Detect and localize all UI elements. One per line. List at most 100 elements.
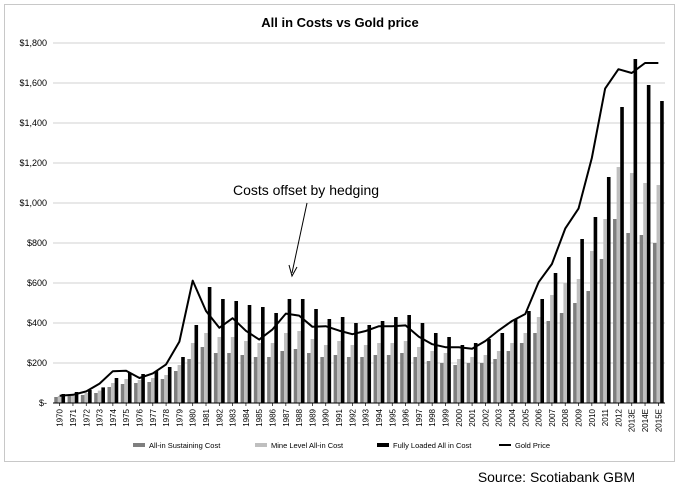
- bar-mine-level-all-in-cost: [430, 351, 434, 403]
- chart-frame: All in Costs vs Gold price $- $200 $400 $60…: [4, 4, 675, 462]
- bar-fully-loaded-all-in-cost: [646, 85, 651, 403]
- bar-fully-loaded-all-in-cost: [88, 390, 92, 403]
- bar-mine-level-all-in-cost: [616, 167, 621, 403]
- bar-all-in-sustaining-cost: [533, 333, 537, 403]
- bar-fully-loaded-all-in-cost: [527, 311, 531, 403]
- legend-swatch: [377, 443, 389, 447]
- gold-price-line-layer: [59, 62, 659, 397]
- x-tick-label: 1972: [82, 408, 91, 426]
- x-tick-label: 1996: [402, 408, 411, 426]
- x-tick-label: 1989: [308, 408, 317, 426]
- bar-fully-loaded-all-in-cost: [540, 299, 545, 403]
- x-tick-label: 1981: [202, 408, 211, 426]
- chart-title: All in Costs vs Gold price: [261, 15, 418, 30]
- annotation-text: Costs offset by hedging: [233, 182, 379, 198]
- x-tick-label: 1970: [56, 408, 65, 426]
- legend-swatch: [133, 443, 145, 447]
- bar-all-in-sustaining-cost: [466, 363, 471, 403]
- bar-all-in-sustaining-cost: [107, 387, 112, 403]
- bar-all-in-sustaining-cost: [67, 396, 72, 403]
- bar-fully-loaded-all-in-cost: [420, 323, 425, 403]
- bar-fully-loaded-all-in-cost: [181, 357, 185, 403]
- bar-all-in-sustaining-cost: [227, 353, 231, 403]
- bar-mine-level-all-in-cost: [244, 341, 248, 403]
- x-tick-label: 1983: [229, 408, 238, 426]
- bar-mine-level-all-in-cost: [496, 351, 501, 403]
- bar-all-in-sustaining-cost: [346, 357, 351, 403]
- bar-mine-level-all-in-cost: [629, 173, 634, 403]
- bar-fully-loaded-all-in-cost: [580, 239, 584, 403]
- bar-all-in-sustaining-cost: [586, 291, 591, 403]
- bar-mine-level-all-in-cost: [483, 355, 488, 403]
- y-tick-label: $1,200: [19, 158, 47, 168]
- bar-mine-level-all-in-cost: [443, 353, 448, 403]
- bar-fully-loaded-all-in-cost: [553, 273, 558, 403]
- bar-all-in-sustaining-cost: [506, 351, 511, 403]
- bar-mine-level-all-in-cost: [230, 337, 235, 403]
- bar-all-in-sustaining-cost: [320, 357, 324, 403]
- y-tick-label: $800: [27, 238, 47, 248]
- bar-fully-loaded-all-in-cost: [101, 387, 105, 403]
- x-tick-label: 1998: [428, 408, 437, 426]
- x-tick-label: 2013E: [628, 409, 637, 432]
- bar-mine-level-all-in-cost: [137, 380, 142, 403]
- x-tick-label: 1984: [242, 408, 251, 426]
- x-tick-label: 1971: [69, 408, 78, 426]
- bar-mine-level-all-in-cost: [217, 337, 222, 403]
- x-tick-label: 1991: [335, 408, 344, 426]
- gold-price-line: [59, 62, 659, 397]
- x-tick-label: 1995: [388, 408, 397, 426]
- x-tick-label: 2008: [561, 408, 570, 426]
- x-tick-label: 1997: [415, 408, 424, 426]
- x-tick-label: 1987: [282, 408, 291, 426]
- bar-all-in-sustaining-cost: [293, 349, 298, 403]
- bar-all-in-sustaining-cost: [519, 343, 524, 403]
- bar-fully-loaded-all-in-cost: [247, 305, 252, 403]
- bar-fully-loaded-all-in-cost: [300, 299, 305, 403]
- x-tick-label: 1993: [362, 408, 371, 426]
- x-tick-label: 2004: [508, 408, 517, 426]
- bar-all-in-sustaining-cost: [267, 357, 271, 403]
- y-tick-label: $1,000: [19, 198, 47, 208]
- bar-mine-level-all-in-cost: [310, 339, 315, 403]
- bar-all-in-sustaining-cost: [307, 353, 311, 403]
- y-tick-label: $600: [27, 278, 47, 288]
- bar-fully-loaded-all-in-cost: [447, 337, 451, 403]
- bar-all-in-sustaining-cost: [453, 365, 457, 403]
- x-tick-label: 2000: [455, 408, 464, 426]
- bar-mine-level-all-in-cost: [377, 343, 381, 403]
- bar-mine-level-all-in-cost: [204, 333, 208, 403]
- bar-layer: [54, 59, 664, 403]
- bar-fully-loaded-all-in-cost: [141, 374, 145, 403]
- bar-fully-loaded-all-in-cost: [354, 323, 358, 403]
- y-tick-label: $400: [27, 318, 47, 328]
- bar-all-in-sustaining-cost: [173, 371, 178, 403]
- x-tick-label: 1994: [375, 408, 384, 426]
- annotation-arrow: [291, 202, 308, 274]
- x-tick-label: 1979: [175, 408, 184, 426]
- bar-all-in-sustaining-cost: [253, 357, 258, 403]
- bar-mine-level-all-in-cost: [111, 383, 115, 403]
- bar-mine-level-all-in-cost: [177, 365, 182, 403]
- chart-svg: All in Costs vs Gold price $- $200 $400 $60…: [19, 15, 665, 450]
- bar-all-in-sustaining-cost: [400, 353, 404, 403]
- bar-fully-loaded-all-in-cost: [633, 59, 638, 403]
- bar-fully-loaded-all-in-cost: [567, 257, 571, 403]
- bar-all-in-sustaining-cost: [599, 259, 604, 403]
- bar-fully-loaded-all-in-cost: [500, 333, 505, 403]
- x-tick-label: 1973: [96, 408, 105, 426]
- bar-mine-level-all-in-cost: [164, 375, 168, 403]
- x-tick-label: 2012: [614, 408, 623, 426]
- bar-mine-level-all-in-cost: [643, 183, 647, 403]
- bar-fully-loaded-all-in-cost: [194, 325, 199, 403]
- bar-fully-loaded-all-in-cost: [114, 378, 119, 403]
- legend: All-in Sustaining Cost Mine Level All-in …: [133, 441, 550, 450]
- x-tick-label: 2003: [495, 408, 504, 426]
- bar-mine-level-all-in-cost: [297, 331, 301, 403]
- x-tick-label: 1982: [215, 408, 224, 426]
- bar-mine-level-all-in-cost: [270, 343, 275, 403]
- legend-label: Fully Loaded All in Cost: [393, 441, 472, 450]
- bar-all-in-sustaining-cost: [360, 357, 364, 403]
- bar-all-in-sustaining-cost: [386, 355, 391, 403]
- y-tick-label: $-: [39, 398, 47, 408]
